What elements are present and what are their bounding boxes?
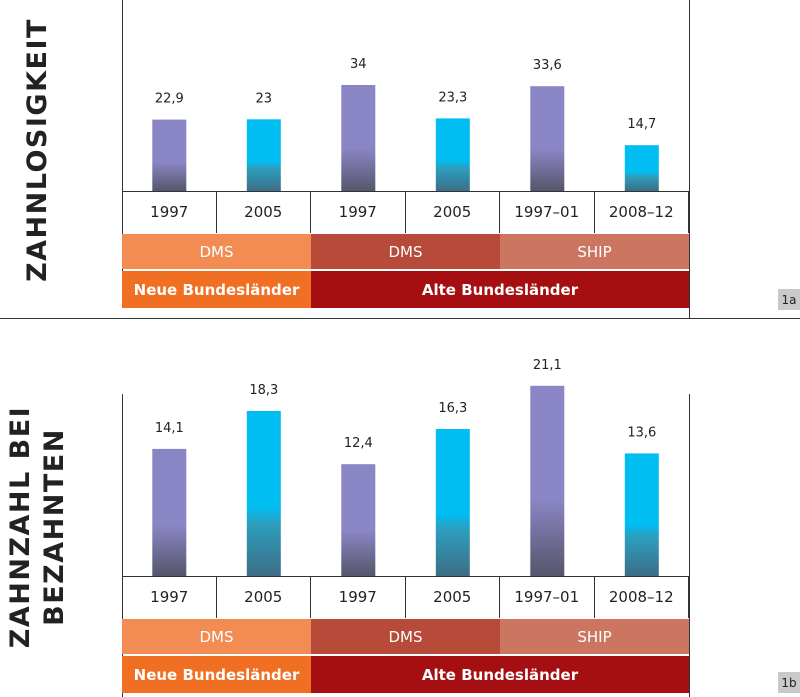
year-cell: 2008–12 (595, 191, 689, 233)
region-band-new: Neue Bundesländer (122, 656, 311, 693)
region-band-new: Neue Bundesländer (122, 271, 311, 308)
bar (341, 464, 376, 576)
bar-value-label: 12,4 (344, 436, 373, 451)
bar-value-label: 18,3 (249, 383, 278, 398)
chart-panel-1a: ZAHNLOSIGKEIT 22,9 23 34 23,3 33,6 14,7 1997 … (0, 0, 800, 319)
chart-title-line: BEZAHNTEN (39, 428, 71, 626)
bar (152, 448, 187, 576)
chart-title-line: ZAHNZAHL BEI (5, 405, 37, 649)
chart-panel-1b: ZAHNZAHL BEI BEZAHNTEN 14,1 18,3 12,4 16,3 2… (0, 357, 800, 697)
year-cell: 1997 (311, 191, 406, 233)
right-axis-line (689, 394, 690, 697)
year-cell: 1997 (122, 576, 217, 618)
year-cell: 2005 (217, 191, 311, 233)
bar (246, 119, 281, 191)
source-band-ship: SHIP (500, 619, 689, 654)
chart-title: ZAHNLOSIGKEIT (22, 18, 54, 282)
source-band-dms-new: DMS (122, 234, 311, 269)
bars-area: 22,9 23 34 23,3 33,6 14,7 (152, 57, 659, 191)
bar-value-label: 23 (256, 91, 273, 106)
bar-value-label: 34 (350, 57, 367, 72)
year-cell: 1997 (122, 191, 217, 233)
bar (152, 119, 187, 191)
left-axis-line (122, 0, 123, 290)
left-axis-line (122, 394, 123, 697)
bar (435, 429, 470, 576)
chart-frame: 22,9 23 34 23,3 33,6 14,7 1997 2005 1997 2005… (122, 0, 692, 319)
source-band-dms-old: DMS (311, 234, 500, 269)
region-band-old: Alte Bundesländer (311, 271, 689, 308)
source-band-ship: SHIP (500, 234, 689, 269)
bar-value-label: 22,9 (155, 92, 184, 107)
chart-title-area: ZAHNZAHL BEI BEZAHNTEN (2, 357, 74, 697)
year-cell: 2008–12 (595, 576, 689, 618)
bar-value-label: 14,1 (155, 421, 184, 436)
bar (530, 385, 565, 576)
year-row: 1997 2005 1997 2005 1997–01 2008–12 (122, 191, 689, 233)
year-cell: 2005 (406, 576, 500, 618)
year-cell: 2005 (406, 191, 500, 233)
baseline (122, 576, 689, 577)
panel-tag: 1a (778, 289, 800, 310)
chart-title-area: ZAHNLOSIGKEIT (2, 0, 74, 300)
baseline (122, 191, 689, 192)
bar-value-label: 14,7 (627, 117, 656, 132)
bar (624, 145, 659, 191)
bar-value-label: 13,6 (627, 425, 656, 440)
year-cell: 1997–01 (500, 576, 595, 618)
source-band-dms-new: DMS (122, 619, 311, 654)
bar-value-label: 21,1 (533, 358, 562, 373)
bar-value-label: 33,6 (533, 58, 562, 73)
region-band-old: Alte Bundesländer (311, 656, 689, 693)
year-row: 1997 2005 1997 2005 1997–01 2008–12 (122, 576, 689, 618)
right-axis-line (689, 0, 690, 319)
panel-tag: 1b (778, 672, 800, 693)
bar (341, 85, 376, 191)
year-cell: 1997 (311, 576, 406, 618)
panel-bottom-line (0, 318, 800, 319)
bar (435, 118, 470, 191)
bar (530, 86, 565, 191)
year-cell: 1997–01 (500, 191, 595, 233)
year-cell: 2005 (217, 576, 311, 618)
bar (246, 411, 281, 576)
bar-value-label: 23,3 (438, 90, 467, 105)
source-band-dms-old: DMS (311, 619, 500, 654)
bar (624, 453, 659, 576)
chart-frame: 14,1 18,3 12,4 16,3 21,1 13,6 1997 2005 1997 … (122, 357, 692, 697)
chart-title: ZAHNZAHL BEI BEZAHNTEN (4, 406, 72, 648)
bar-value-label: 16,3 (438, 401, 467, 416)
bars-area: 14,1 18,3 12,4 16,3 21,1 13,6 (152, 358, 659, 576)
